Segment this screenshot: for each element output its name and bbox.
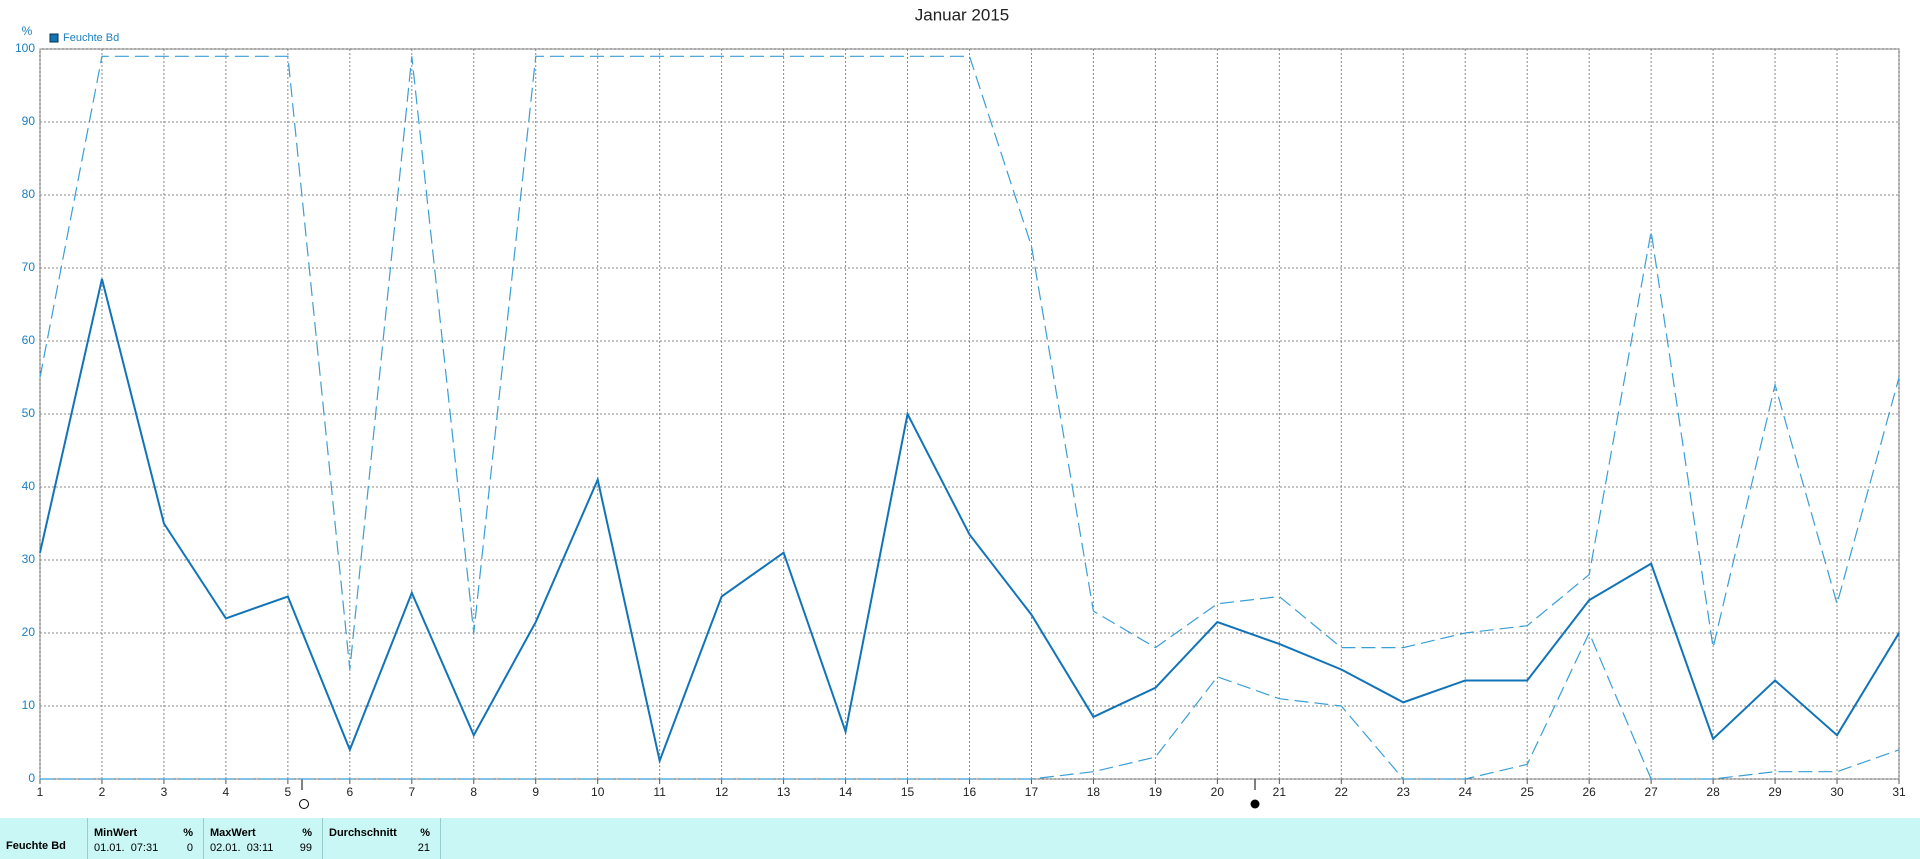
column-header: MaxWert [210, 827, 256, 839]
x-tick-label: 18 [1087, 785, 1101, 799]
x-tick-label: 2 [99, 785, 106, 799]
summary-cell: Durchschnitt% 21 [323, 818, 441, 859]
column-header: MinWert [94, 827, 138, 839]
x-tick-label: 17 [1025, 785, 1039, 799]
legend-swatch [49, 33, 59, 43]
x-tick-label: 19 [1149, 785, 1163, 799]
x-tick-label: 10 [591, 785, 605, 799]
x-tick-label: 20 [1211, 785, 1225, 799]
x-tick-label: 9 [532, 785, 539, 799]
column-value: 0 [186, 842, 193, 854]
y-tick-label: 50 [22, 406, 36, 420]
x-tick-label: 16 [963, 785, 977, 799]
x-tick-label: 24 [1459, 785, 1473, 799]
chart-title: Januar 2015 [915, 5, 1010, 24]
x-tick-label: 30 [1830, 785, 1844, 799]
column-value: 21 [417, 842, 430, 854]
x-tick-label: 14 [839, 785, 853, 799]
column-header: Durchschnitt [329, 827, 397, 839]
x-tick-label: 23 [1397, 785, 1411, 799]
x-tick-label: 5 [285, 785, 292, 799]
x-tick-label: 21 [1273, 785, 1287, 799]
y-tick-label: 90 [22, 114, 36, 128]
y-tick-label: 10 [22, 698, 36, 712]
x-tick-label: 27 [1644, 785, 1658, 799]
summary-cell: MinWert% 01.01. 07:31 0 [88, 818, 204, 859]
summary-table: Feuchte Bd MinWert% 01.01. 07:31 0 MaxWert%… [0, 818, 1920, 859]
x-tick-label: 15 [901, 785, 915, 799]
x-tick-label: 31 [1892, 785, 1906, 799]
row-label-cell: Feuchte Bd [0, 818, 88, 859]
column-unit: % [420, 827, 430, 839]
range-line [40, 631, 1900, 780]
x-tick-label: 28 [1706, 785, 1720, 799]
y-tick-label: 30 [22, 552, 36, 566]
moon-phase-icons [299, 775, 1260, 809]
y-tick-label: 0 [28, 771, 35, 785]
legend-label: Feuchte Bd [63, 32, 119, 44]
y-tick-label: 60 [22, 333, 36, 347]
x-tick-label: 6 [346, 785, 353, 799]
column-value: 99 [299, 842, 312, 854]
x-tick-label: 11 [653, 785, 666, 799]
y-axis-label: % [22, 24, 33, 38]
column-unit: % [183, 827, 193, 839]
y-tick-label: 100 [15, 41, 35, 55]
column-unit: % [302, 827, 312, 839]
y-tick-label: 40 [22, 479, 36, 493]
x-tick-label: 26 [1582, 785, 1596, 799]
x-tick-label: 29 [1768, 785, 1782, 799]
data-line [39, 278, 1900, 765]
range-line [39, 55, 1900, 670]
y-tick-label: 80 [22, 187, 36, 201]
column-time: 02.01. 03:11 [210, 842, 274, 854]
x-tick-label: 3 [161, 785, 168, 799]
x-tick-label: 1 [37, 785, 44, 799]
x-tick-label: 22 [1335, 785, 1349, 799]
x-tick-label: 12 [715, 785, 729, 799]
x-tick-label: 25 [1521, 785, 1535, 799]
x-tick-label: 13 [777, 785, 791, 799]
y-tick-label: 20 [22, 625, 36, 639]
x-tick-label: 8 [470, 785, 477, 799]
row-label: Feuchte Bd [6, 840, 66, 852]
x-tick-label: 7 [408, 785, 415, 799]
full-moon-icon [1250, 799, 1260, 809]
x-tick-label: 4 [223, 785, 230, 799]
summary-cell: MaxWert% 02.01. 03:11 99 [204, 818, 323, 859]
column-time: 01.01. 07:31 [94, 842, 159, 854]
y-tick-label: 70 [22, 260, 36, 274]
new-moon-icon [299, 799, 309, 809]
